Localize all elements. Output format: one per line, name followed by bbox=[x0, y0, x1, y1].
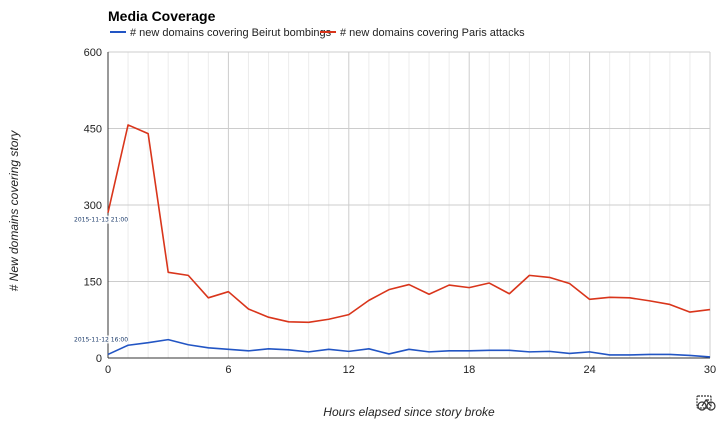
x-tick-label: 18 bbox=[463, 364, 475, 376]
annotation-bg bbox=[72, 335, 128, 344]
y-tick-label: 150 bbox=[84, 277, 102, 289]
series-line-beirut bbox=[107, 338, 711, 358]
bike-export-icon[interactable] bbox=[696, 395, 716, 411]
chart-title: Media Coverage bbox=[108, 8, 216, 24]
y-tick-label: 300 bbox=[84, 200, 102, 212]
annotation-beirut-start: 2015-11-12 16:00 bbox=[74, 336, 128, 343]
legend-label-beirut: # new domains covering Beirut bombings bbox=[130, 27, 332, 39]
series-lines bbox=[107, 124, 711, 358]
series-line-paris bbox=[107, 124, 711, 324]
x-tick-label: 6 bbox=[225, 364, 231, 376]
annotations: 2015-11-13 21:00 2015-11-12 16:00 bbox=[72, 215, 128, 344]
y-axis-label: # New domains covering story bbox=[7, 130, 21, 292]
x-tick-label: 24 bbox=[583, 364, 595, 376]
axes: 0 150 300 450 600 0 6 12 18 24 30 bbox=[84, 47, 716, 376]
annotation-bg bbox=[72, 215, 128, 224]
annotation-paris-start: 2015-11-13 21:00 bbox=[74, 217, 128, 224]
y-tick-label: 450 bbox=[84, 124, 102, 136]
x-tick-label: 12 bbox=[343, 364, 355, 376]
x-tick-label: 30 bbox=[704, 364, 716, 376]
grid bbox=[107, 51, 711, 359]
x-axis-label: Hours elapsed since story broke bbox=[323, 405, 495, 419]
y-tick-label: 600 bbox=[84, 47, 102, 59]
legend: # new domains covering Beirut bombings #… bbox=[110, 27, 525, 39]
y-tick-label: 0 bbox=[96, 353, 102, 365]
x-tick-label: 0 bbox=[105, 364, 111, 376]
legend-label-paris: # new domains covering Paris attacks bbox=[340, 27, 525, 39]
